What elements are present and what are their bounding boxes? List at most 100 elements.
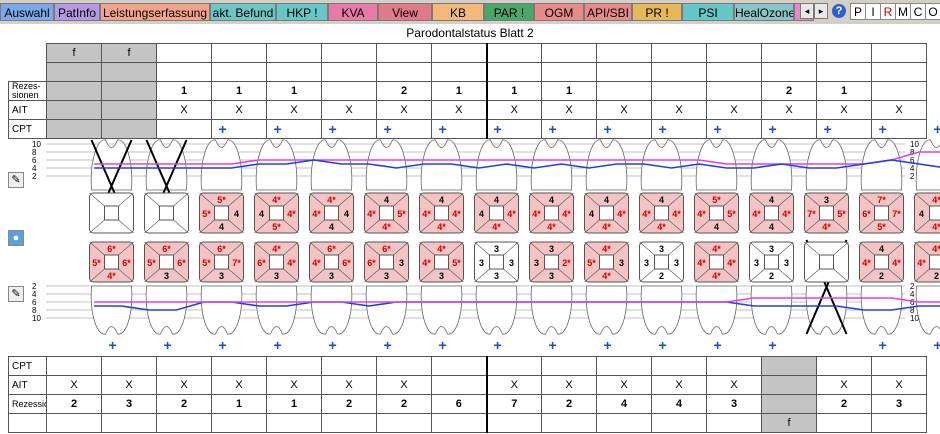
upper-cpt-cell[interactable] (871, 119, 927, 139)
upper-ait-cell[interactable]: X (816, 100, 872, 120)
lower-empty-cell[interactable] (485, 356, 542, 376)
lower-rezessionen-cell[interactable]: 6 (431, 394, 487, 414)
lower-empty-cell[interactable] (376, 413, 432, 433)
lower-rezessionen-cell[interactable]: 3 (871, 394, 927, 414)
upper-tooth-crown-8[interactable]: 4 4* 4* 4* (529, 192, 574, 234)
lower-ait-cell[interactable]: X (211, 375, 267, 395)
lower-tooth-crown-7[interactable]: 33 33 (474, 241, 519, 283)
upper-ait-cell[interactable]: X (376, 100, 432, 120)
lower-tooth-crown-2[interactable]: 6* 5* 7* 3 (199, 241, 244, 283)
lower-empty-cell[interactable] (706, 356, 762, 376)
lower-ait-cell[interactable]: X (706, 375, 762, 395)
lower-rezessionen-cell[interactable]: 4 (651, 394, 707, 414)
upper-ait-cell[interactable]: X (156, 100, 212, 120)
lower-tooth-crown-9[interactable]: 4* 5* 3 4* (584, 241, 629, 283)
upper-ait-cell[interactable]: X (431, 100, 487, 120)
upper-ait-cell[interactable]: X (706, 100, 762, 120)
lower-empty-cell[interactable] (541, 356, 597, 376)
lower-ait-cell[interactable]: X (46, 375, 102, 395)
lower-tooth-crown-13[interactable] (804, 241, 849, 283)
upper-rezessionen-cell[interactable]: 1 (266, 81, 322, 101)
upper-ait-cell[interactable] (46, 100, 102, 120)
upper-rezessionen-cell[interactable]: 2 (376, 81, 432, 101)
lower-rezessionen-cell[interactable]: 4 (596, 394, 652, 414)
tab-1[interactable]: PatInfo (54, 3, 100, 21)
letter-button-r[interactable]: R (880, 3, 896, 20)
lower-ait-cell[interactable]: X (596, 375, 652, 395)
upper-tooth-crown-3[interactable]: 4* 4 4* 5* (254, 192, 299, 234)
tab-0[interactable]: Auswahl (0, 3, 54, 21)
lower-empty-cell[interactable] (596, 413, 652, 433)
lower-ait-cell[interactable]: X (321, 375, 377, 395)
tab-5[interactable]: KVA (328, 3, 378, 21)
tab-11[interactable]: PR ! (632, 3, 682, 21)
lower-empty-cell[interactable] (266, 413, 322, 433)
letter-button-c[interactable]: C (910, 3, 926, 20)
upper-rezessionen-cell[interactable] (706, 81, 762, 101)
lower-empty-cell[interactable] (156, 413, 212, 433)
lower-ait-cell[interactable]: X (485, 375, 542, 395)
upper-tooth-crown-10[interactable]: 4 4* 4* 4* (639, 192, 684, 234)
upper-tooth-crown-9[interactable]: 44 4* 4* (584, 192, 629, 234)
lower-empty-cell[interactable] (101, 413, 157, 433)
lower-empty-cell[interactable] (431, 413, 487, 433)
tab-3[interactable]: akt. Befund (210, 3, 276, 21)
upper-tooth-crown-14[interactable]: 7* 6* 7* 5* (859, 192, 904, 234)
tab-10[interactable]: API/SBI (584, 3, 632, 21)
lower-empty-cell[interactable] (266, 356, 322, 376)
upper-rezessionen-cell[interactable] (321, 81, 377, 101)
tab-12[interactable]: PSI (682, 3, 734, 21)
lower-empty-cell[interactable] (485, 413, 542, 433)
upper-tooth-crown-13[interactable]: 3 7* 5* 4* (804, 192, 849, 234)
lower-empty-cell[interactable] (816, 413, 872, 433)
lower-tooth-crown-4[interactable]: 6* 4* 6* 3 (309, 241, 354, 283)
lower-rezessionen-cell[interactable]: 1 (211, 394, 267, 414)
upper-tooth-crown-5[interactable]: 4 4* 5* 4* (364, 192, 409, 234)
lower-tooth-crown-12[interactable]: 33 32 (749, 241, 794, 283)
lower-rezessionen-cell[interactable]: 1 (266, 394, 322, 414)
lower-ait-cell[interactable] (431, 375, 487, 395)
lower-rezessionen-cell[interactable]: 3 (706, 394, 762, 414)
lower-tooth-crown-6[interactable]: 4* 4* 5* 3 (419, 241, 464, 283)
upper-rezessionen-cell[interactable]: 1 (211, 81, 267, 101)
lower-ait-cell[interactable]: X (541, 375, 597, 395)
upper-rezessionen-cell[interactable]: 1 (541, 81, 597, 101)
lower-empty-cell[interactable] (706, 413, 762, 433)
tab-13[interactable]: HealOzone (734, 3, 794, 21)
lower-rezessionen-cell[interactable]: 7 (485, 394, 542, 414)
lower-rezessionen-cell[interactable]: 2 (376, 394, 432, 414)
help-icon[interactable]: ? (832, 4, 846, 18)
letter-button-m[interactable]: M (895, 3, 911, 20)
upper-rezessionen-cell[interactable]: 1 (485, 81, 542, 101)
upper-tooth-crown-11[interactable]: 5* 4* 5* 4 (694, 192, 739, 234)
lower-tooth-crown-1[interactable]: 6* 5* 6* 3 (144, 241, 189, 283)
upper-tooth-crown-0[interactable] (89, 192, 134, 234)
lower-tooth-crown-15[interactable]: 4*4*4*2 (914, 241, 940, 283)
lower-ait-cell[interactable] (761, 375, 817, 395)
lower-empty-cell[interactable] (211, 413, 267, 433)
tab-scroll-right-icon[interactable]: ▸ (814, 3, 828, 19)
upper-ait-cell[interactable]: X (871, 100, 927, 120)
upper-rezessionen-cell[interactable]: 1 (816, 81, 872, 101)
lower-empty-cell[interactable] (871, 356, 927, 376)
lower-rezessionen-cell[interactable]: 2 (816, 394, 872, 414)
lower-tooth-crown-3[interactable]: 4* 6* 4* 3 (254, 241, 299, 283)
upper-rezessionen-cell[interactable] (46, 81, 102, 101)
perio-chart-svg[interactable]: + + + + + + + + + + + + + ++ + + + + + + + + + + + + + +10 108 86 64 42… (0, 120, 940, 356)
lower-ait-cell[interactable]: X (376, 375, 432, 395)
lower-empty-cell[interactable] (156, 356, 212, 376)
upper-ait-cell[interactable]: X (266, 100, 322, 120)
lower-tooth-crown-5[interactable]: 6* 6* 33 (364, 241, 409, 283)
upper-tooth-crown-4[interactable]: 4* 4* 44 (309, 192, 354, 234)
lower-tooth-crown-11[interactable]: 4* 4* 4* 4* (694, 241, 739, 283)
lower-empty-cell[interactable] (376, 356, 432, 376)
lower-rezessionen-cell[interactable] (761, 394, 817, 414)
lower-empty-cell[interactable] (321, 413, 377, 433)
lower-tooth-crown-14[interactable]: 4 4* 4* 2 (859, 241, 904, 283)
lower-ait-cell[interactable]: X (266, 375, 322, 395)
lower-empty-cell[interactable] (761, 356, 817, 376)
upper-rezessionen-cell[interactable] (596, 81, 652, 101)
tab-6[interactable]: View (378, 3, 432, 21)
upper-rezessionen-cell[interactable] (101, 81, 157, 101)
letter-button-p[interactable]: P (850, 3, 866, 20)
